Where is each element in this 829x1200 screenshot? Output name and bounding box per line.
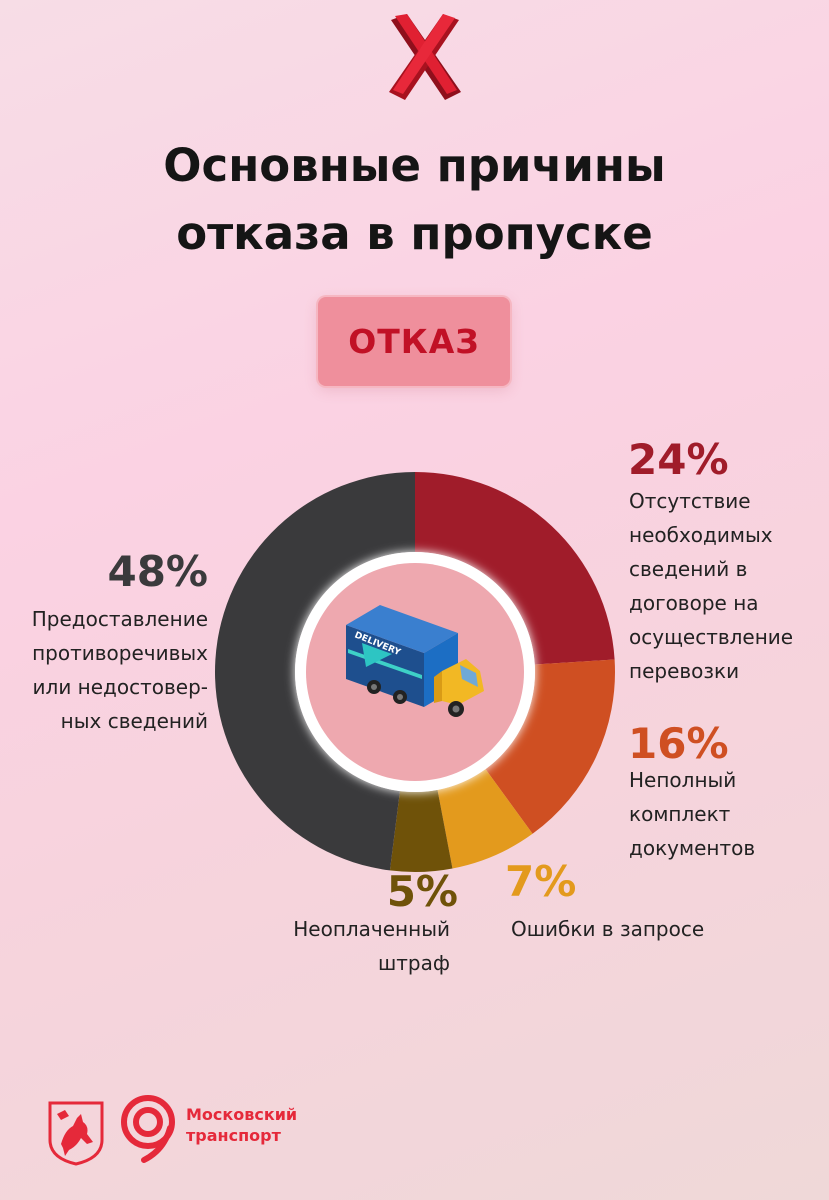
label-24-line: перевозки (629, 659, 740, 683)
title-line-2: отказа в пропуске (176, 207, 653, 260)
label-48-line: или недостовер- (32, 675, 208, 699)
label-7-line: Ошибки в запросе (511, 917, 705, 941)
refusal-badge: ОТКАЗ (318, 297, 510, 386)
moscow-transport-logo-text: Московский транспорт (186, 1104, 297, 1146)
pct-24: 24% (628, 435, 729, 484)
moscow-transport-logo-icon (121, 1095, 175, 1163)
label-48: Предоставление противоречивых или недост… (8, 602, 208, 738)
label-24-line: осуществление (629, 625, 794, 649)
donut-slice (485, 659, 615, 834)
label-7: Ошибки в запросе (511, 912, 704, 946)
label-5: Неоплаченный штраф (250, 912, 450, 980)
label-24-line: сведений в (629, 557, 748, 581)
label-16-line: Неполный (629, 768, 737, 792)
label-5-line: Неоплаченный (293, 917, 450, 941)
label-24-line: договоре на (629, 591, 759, 615)
label-16-line: комплект (629, 802, 731, 826)
logo-line-2: транспорт (186, 1126, 281, 1145)
moscow-coat-of-arms-icon (48, 1101, 104, 1166)
donut-slice (214, 472, 415, 871)
page-title: Основные причины отказа в пропуске (0, 132, 829, 268)
label-24-line: Отсутствие (629, 489, 751, 513)
donut-slice (437, 769, 533, 869)
pct-48: 48% (107, 547, 208, 596)
pct-7: 7% (505, 857, 577, 906)
title-line-1: Основные причины (163, 139, 666, 192)
logo-line-1: Московский (186, 1105, 298, 1124)
pct-16: 16% (628, 719, 729, 768)
label-16: Неполный комплект документов (629, 763, 755, 865)
label-24-line: необходимых (629, 523, 773, 547)
donut-chart: DELIVERY (214, 472, 615, 872)
label-24: Отсутствие необходимых сведений в догово… (629, 484, 793, 688)
label-48-line: ных сведений (60, 709, 208, 733)
pct-5: 5% (386, 867, 458, 916)
label-48-line: Предоставление (31, 607, 208, 631)
red-x-icon (389, 14, 461, 100)
donut-slice (415, 472, 615, 665)
delivery-truck-icon: DELIVERY (346, 605, 484, 717)
donut-slice (389, 789, 453, 872)
label-48-line: противоречивых (32, 641, 208, 665)
label-5-line: штраф (377, 951, 450, 975)
label-16-line: документов (629, 836, 756, 860)
